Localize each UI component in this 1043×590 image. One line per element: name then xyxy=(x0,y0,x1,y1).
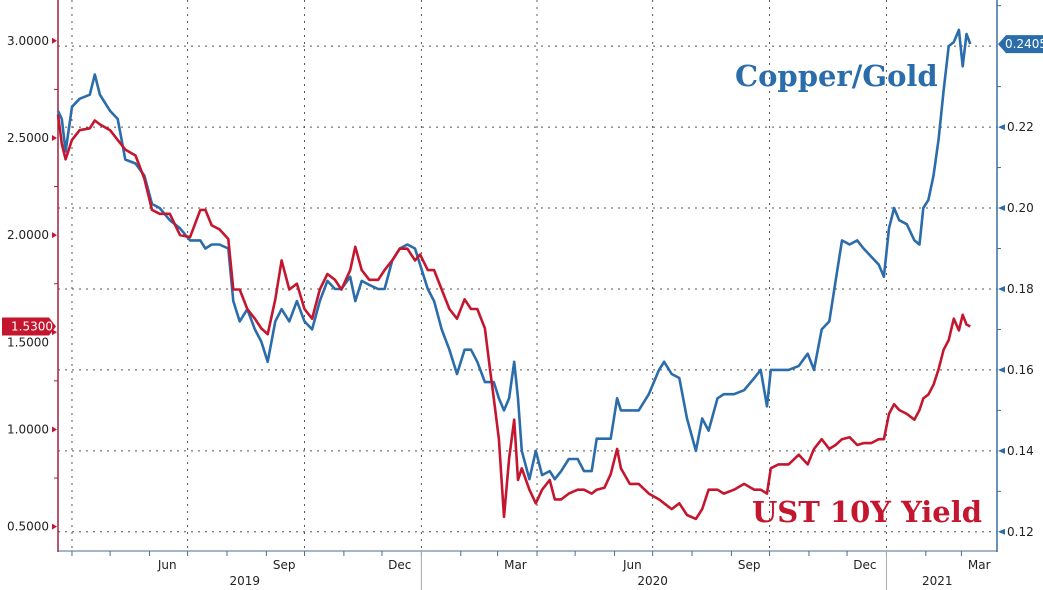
left-tick-label: 1.5000 xyxy=(7,335,49,349)
year-label: 2019 xyxy=(230,574,261,588)
grid xyxy=(58,0,997,548)
left-tick-marker xyxy=(52,37,57,44)
x-tick-label: Mar xyxy=(968,558,991,572)
annotation-ust-10y-yield: UST 10Y Yield xyxy=(752,495,982,529)
left-tick-label: 2.0000 xyxy=(7,228,49,242)
left-tick-marker xyxy=(52,426,57,433)
x-tick-label: Jun xyxy=(157,558,177,572)
x-tick-label: Sep xyxy=(273,558,296,572)
x-tick-label: Mar xyxy=(504,558,527,572)
year-label: 2021 xyxy=(922,574,953,588)
right-tick-marker xyxy=(998,447,1005,454)
left-tick-label: 3.0000 xyxy=(7,34,49,48)
left-tick-label: 2.5000 xyxy=(7,131,49,145)
last-value-badge-left xyxy=(2,317,56,336)
x-tick-label: Dec xyxy=(388,558,411,572)
x-tick-label: Sep xyxy=(738,558,761,572)
left-tick-marker xyxy=(52,134,57,141)
right-tick-marker xyxy=(998,205,1005,212)
last-value-label-right: 0.2405 xyxy=(1005,37,1043,51)
right-tick-marker xyxy=(998,285,1005,292)
ust-10y-yield-line xyxy=(56,114,971,521)
year-label: 2020 xyxy=(637,574,668,588)
right-tick-marker xyxy=(998,124,1005,131)
left-tick-marker xyxy=(52,523,57,530)
right-tick-label: 0.16 xyxy=(1007,363,1034,377)
left-tick-marker xyxy=(52,232,57,239)
x-tick-label: Dec xyxy=(853,558,876,572)
right-tick-marker xyxy=(998,528,1005,535)
annotation-copper-gold: Copper/Gold xyxy=(735,59,938,93)
last-value-label-left: 1.5300 xyxy=(11,319,53,333)
right-tick-label: 0.22 xyxy=(1007,120,1034,134)
right-tick-marker xyxy=(998,366,1005,373)
x-tick-label: Jun xyxy=(622,558,642,572)
last-value-badge-right xyxy=(998,35,1043,54)
left-tick-marker xyxy=(52,329,57,336)
right-tick-label: 0.20 xyxy=(1007,201,1034,215)
left-tick-label: 1.0000 xyxy=(7,422,49,436)
left-tick-label: 0.5000 xyxy=(7,520,49,534)
right-tick-label: 0.12 xyxy=(1007,525,1034,539)
right-tick-label: 0.14 xyxy=(1007,444,1034,458)
right-tick-label: 0.18 xyxy=(1007,282,1034,296)
copper-gold-line xyxy=(56,28,972,481)
series-lines xyxy=(56,28,972,521)
